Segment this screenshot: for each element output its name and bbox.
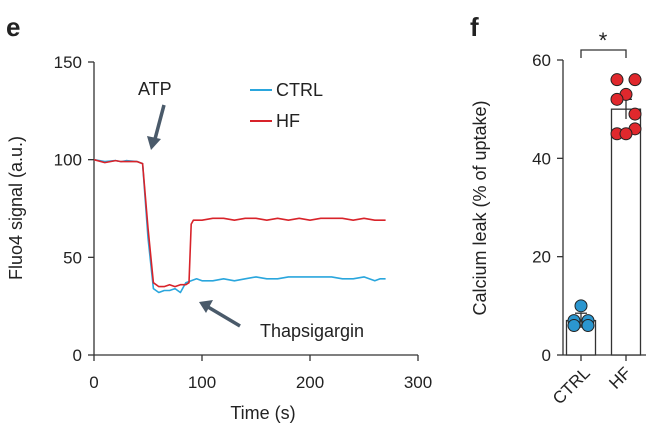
bar-y-tick-label: 20 [532, 248, 551, 267]
bar-y-axis-label: Calcium leak (% of uptake) [470, 100, 490, 315]
thapsigargin-arrow-icon [199, 300, 241, 328]
line-chart-ticks: 0 50 100 150 0 100 200 300 [54, 53, 433, 392]
line-chart-axes [93, 62, 418, 356]
legend-ctrl-label: CTRL [276, 80, 323, 100]
y-tick-label: 50 [63, 248, 82, 267]
y-tick-label: 150 [54, 53, 82, 72]
data-point-hf [628, 107, 642, 121]
series-line-hf [93, 158, 386, 288]
line-chart: 0 50 100 150 0 100 200 300 Time (s) Fluo4 signa… [6, 53, 432, 423]
x-tick-label: 300 [404, 373, 432, 392]
data-point-hf [610, 92, 624, 106]
data-point-ctrl [567, 319, 581, 332]
data-point-ctrl [581, 319, 595, 332]
data-point-hf [619, 127, 633, 141]
legend: CTRL HF [250, 80, 323, 131]
atp-annotation: ATP [138, 79, 172, 99]
y-axis-label: Fluo4 signal (a.u.) [6, 136, 26, 280]
data-point-hf [628, 73, 642, 87]
x-axis-label: Time (s) [230, 403, 295, 423]
significance-bracket-line [580, 49, 627, 58]
x-tick-label: 100 [188, 373, 216, 392]
y-tick-label: 0 [73, 346, 82, 365]
y-tick-label: 100 [54, 151, 82, 170]
series-line-ctrl [93, 158, 386, 294]
significance-star: * [599, 28, 608, 53]
data-point-hf [610, 73, 624, 87]
bar-hf [610, 108, 642, 356]
bar-y-tick-label: 40 [532, 149, 551, 168]
line-chart-series [93, 158, 386, 294]
bar-chart-ticks: 0 20 40 60 [532, 51, 563, 365]
x-tick-label: 200 [296, 373, 324, 392]
bar-chart-bars [565, 98, 642, 361]
data-point-ctrl [574, 299, 588, 313]
legend-hf-label: HF [276, 111, 300, 131]
category-label-ctrl: CTRL [549, 363, 594, 408]
atp-arrow-icon [147, 104, 166, 150]
x-tick-label: 0 [89, 373, 98, 392]
significance-bracket: * [580, 28, 627, 58]
panel-letter-e: e [6, 12, 20, 42]
bar-chart-points [567, 73, 642, 332]
bar-y-tick-label: 60 [532, 51, 551, 70]
bar-y-tick-label: 0 [542, 346, 551, 365]
panel-letter-f: f [470, 12, 479, 42]
thapsigargin-annotation: Thapsigargin [260, 321, 364, 341]
category-label-hf: HF [605, 363, 634, 392]
